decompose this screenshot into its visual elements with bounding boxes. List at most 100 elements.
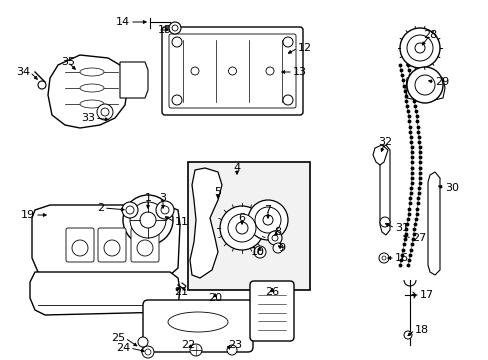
FancyBboxPatch shape [131, 228, 159, 262]
Text: 13: 13 [292, 67, 306, 77]
Circle shape [161, 206, 169, 214]
Text: 17: 17 [419, 290, 433, 300]
Text: 18: 18 [414, 325, 428, 335]
Text: 26: 26 [264, 287, 279, 297]
Text: 35: 35 [61, 57, 75, 67]
Circle shape [414, 43, 424, 53]
Polygon shape [405, 72, 444, 102]
Text: 10: 10 [250, 247, 264, 257]
Circle shape [267, 231, 282, 245]
Text: 24: 24 [116, 343, 130, 353]
Polygon shape [190, 168, 222, 278]
FancyBboxPatch shape [162, 27, 303, 115]
Text: 7: 7 [264, 205, 271, 215]
Circle shape [236, 222, 247, 234]
Text: 33: 33 [81, 113, 95, 123]
Text: 12: 12 [297, 43, 311, 53]
Ellipse shape [80, 84, 104, 92]
FancyBboxPatch shape [169, 34, 295, 108]
Circle shape [272, 243, 283, 253]
Polygon shape [379, 145, 389, 235]
Circle shape [228, 67, 236, 75]
Text: 30: 30 [444, 183, 458, 193]
Text: 25: 25 [111, 333, 125, 343]
Text: 6: 6 [238, 213, 245, 223]
Ellipse shape [80, 100, 104, 108]
Circle shape [257, 249, 262, 255]
Circle shape [227, 214, 256, 242]
Circle shape [265, 67, 273, 75]
Text: 29: 29 [434, 77, 448, 87]
Circle shape [137, 240, 153, 256]
Text: 28: 28 [422, 30, 436, 40]
Circle shape [226, 345, 237, 355]
Text: 21: 21 [174, 287, 188, 297]
Polygon shape [427, 172, 439, 275]
Circle shape [140, 212, 156, 228]
Polygon shape [120, 62, 148, 98]
Text: 27: 27 [411, 233, 426, 243]
Circle shape [254, 207, 281, 233]
Circle shape [169, 22, 181, 34]
Circle shape [406, 35, 432, 61]
Text: 11: 11 [175, 217, 189, 227]
FancyBboxPatch shape [98, 228, 126, 262]
Circle shape [403, 331, 411, 339]
FancyBboxPatch shape [66, 228, 94, 262]
Circle shape [283, 37, 292, 47]
Circle shape [156, 201, 174, 219]
Text: 4: 4 [233, 163, 240, 173]
Polygon shape [32, 205, 180, 278]
Circle shape [142, 346, 154, 358]
Circle shape [72, 240, 88, 256]
Polygon shape [48, 55, 128, 128]
Circle shape [172, 25, 178, 31]
FancyBboxPatch shape [142, 300, 252, 352]
Text: 32: 32 [377, 137, 391, 147]
Circle shape [191, 67, 199, 75]
Circle shape [130, 202, 165, 238]
Circle shape [378, 253, 388, 263]
Text: 3: 3 [159, 193, 166, 203]
FancyBboxPatch shape [187, 162, 309, 290]
Text: 5: 5 [214, 187, 221, 197]
Circle shape [123, 195, 173, 245]
Circle shape [406, 67, 442, 103]
Text: 19: 19 [21, 210, 35, 220]
Circle shape [283, 95, 292, 105]
Circle shape [381, 256, 385, 260]
Circle shape [97, 104, 113, 120]
Circle shape [414, 75, 434, 95]
Ellipse shape [168, 312, 227, 332]
Circle shape [379, 217, 389, 227]
Circle shape [247, 200, 287, 240]
Circle shape [122, 202, 138, 218]
Circle shape [145, 349, 151, 355]
Text: 20: 20 [207, 293, 222, 303]
Circle shape [263, 215, 272, 225]
Circle shape [38, 81, 46, 89]
Text: 23: 23 [227, 340, 242, 350]
Circle shape [172, 37, 182, 47]
Circle shape [220, 206, 264, 250]
Circle shape [253, 246, 265, 258]
Circle shape [271, 235, 278, 241]
Text: 14: 14 [116, 17, 130, 27]
Text: 31: 31 [394, 223, 408, 233]
Text: 22: 22 [181, 340, 195, 350]
Circle shape [104, 240, 120, 256]
Text: 16: 16 [394, 253, 408, 263]
Circle shape [172, 95, 182, 105]
Text: 34: 34 [16, 67, 30, 77]
Polygon shape [30, 272, 180, 315]
Circle shape [138, 337, 148, 347]
Circle shape [190, 344, 202, 356]
FancyBboxPatch shape [249, 281, 293, 341]
Text: 15: 15 [158, 25, 172, 35]
Ellipse shape [80, 68, 104, 76]
Text: 2: 2 [97, 203, 104, 213]
Text: 8: 8 [274, 227, 281, 237]
Text: 9: 9 [278, 243, 285, 253]
Circle shape [126, 206, 134, 214]
Polygon shape [372, 145, 387, 165]
